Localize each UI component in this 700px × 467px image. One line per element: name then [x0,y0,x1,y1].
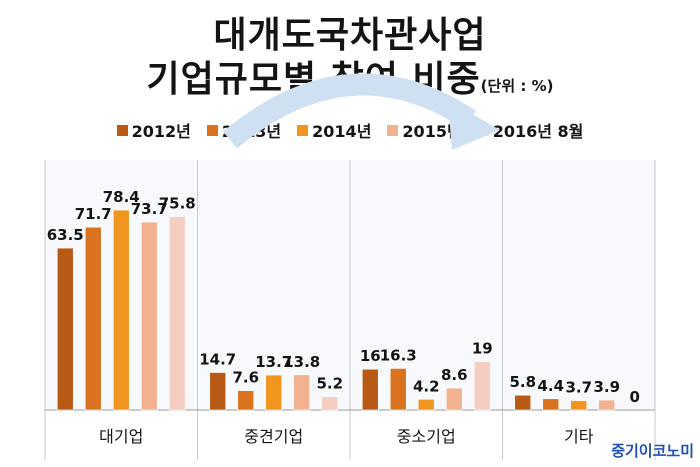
value-label-3-1: 4.4 [537,377,564,395]
legend-item-3: 2015년 [387,118,462,142]
value-label-0-3: 73.7 [131,200,168,218]
legend-swatch-3 [387,124,399,136]
bar-1-0 [209,372,227,411]
bar-3-0 [514,394,532,411]
bar-1-1 [237,390,255,411]
value-label-1-4: 5.2 [316,375,343,393]
category-label-0: 대기업 [99,427,143,446]
value-label-1-2: 13.7 [255,353,292,371]
legend-label-2: 2014년 [312,122,372,141]
decorative-arrowhead [448,100,500,150]
category-label-3: 기타 [564,427,594,446]
bar-2-2 [417,398,435,411]
value-label-1-0: 14.7 [199,351,236,369]
bar-1-3 [293,374,311,411]
legend-label-0: 2012년 [131,122,191,141]
bar-2-4 [473,361,491,411]
legend-swatch-2 [297,124,309,136]
category-label-2: 중소기업 [397,427,456,446]
value-label-3-2: 3.7 [565,379,592,397]
legend-item-0: 2012년 [116,118,191,142]
value-label-2-4: 19 [472,340,493,358]
chart-title-line1: 대개도국차관사업 [213,15,487,56]
value-label-1-3: 13.8 [283,353,320,371]
value-label-0-2: 78.4 [103,188,140,206]
value-label-2-1: 16.3 [380,346,417,364]
bar-0-0 [56,247,74,411]
bar-3-3 [598,399,616,411]
legend-label-4: 2016년 8월 [492,122,584,141]
value-label-0-1: 71.7 [75,205,112,223]
bar-0-2 [112,209,130,411]
value-label-0-0: 63.5 [47,226,84,244]
value-label-3-4: 0 [630,388,640,406]
unit-note: (단위 : %) [480,77,554,95]
value-label-1-1: 7.6 [232,369,259,387]
bar-0-1 [84,226,102,411]
value-label-3-3: 3.9 [593,378,620,396]
value-label-2-3: 8.6 [441,366,468,384]
value-label-2-0: 16 [360,347,381,365]
bar-1-2 [265,374,283,411]
legend-item-2: 2014년 [297,118,371,142]
legend-swatch-0 [116,124,128,136]
bar-1-4 [321,396,339,411]
bar-2-3 [445,387,463,411]
value-label-3-0: 5.8 [509,373,536,391]
category-label-1: 중견기업 [244,427,303,446]
bar-3-1 [542,398,560,411]
bar-3-2 [570,400,588,411]
bar-0-3 [140,221,158,411]
bar-0-4 [168,216,186,411]
value-label-2-2: 4.2 [413,377,440,395]
bar-2-0 [361,368,379,411]
decorative-arrow [222,73,477,149]
watermark: 중기이코노미 [611,442,694,460]
legend-swatch-1 [206,124,218,136]
legend-label-3: 2015년 [402,122,462,141]
bar-2-1 [389,368,407,411]
value-label-0-4: 75.8 [159,195,196,213]
